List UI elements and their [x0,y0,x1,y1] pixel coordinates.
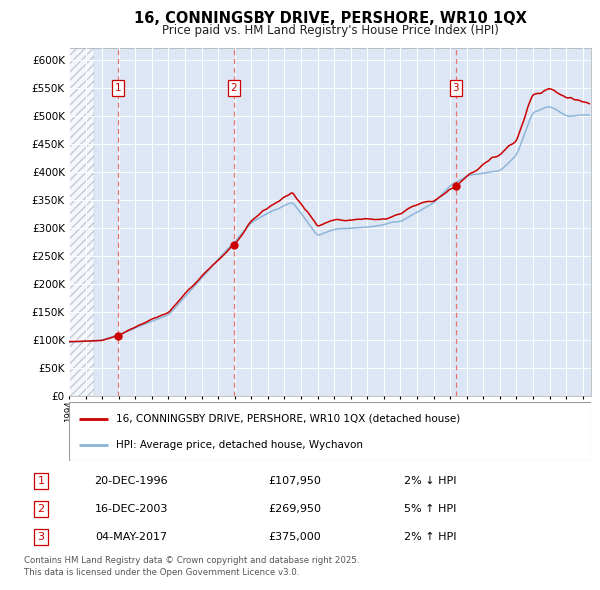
Text: 2: 2 [231,83,238,93]
Text: 2% ↑ HPI: 2% ↑ HPI [404,532,457,542]
Text: 3: 3 [452,83,459,93]
Text: 1: 1 [37,476,44,486]
Text: 16, CONNINGSBY DRIVE, PERSHORE, WR10 1QX (detached house): 16, CONNINGSBY DRIVE, PERSHORE, WR10 1QX… [116,414,460,424]
Text: 04-MAY-2017: 04-MAY-2017 [95,532,167,542]
Text: 2: 2 [37,504,44,514]
Text: £107,950: £107,950 [268,476,321,486]
Text: 3: 3 [37,532,44,542]
Text: Price paid vs. HM Land Registry's House Price Index (HPI): Price paid vs. HM Land Registry's House … [161,24,499,37]
Text: £269,950: £269,950 [268,504,321,514]
Text: 16-DEC-2003: 16-DEC-2003 [94,504,168,514]
Text: £375,000: £375,000 [268,532,321,542]
FancyBboxPatch shape [69,402,591,461]
Text: 5% ↑ HPI: 5% ↑ HPI [404,504,456,514]
Text: 1: 1 [115,83,121,93]
Bar [69,48,94,396]
Text: Contains HM Land Registry data © Crown copyright and database right 2025.
This d: Contains HM Land Registry data © Crown c… [24,556,359,576]
Text: 20-DEC-1996: 20-DEC-1996 [94,476,168,486]
Text: 2% ↓ HPI: 2% ↓ HPI [404,476,457,486]
Text: HPI: Average price, detached house, Wychavon: HPI: Average price, detached house, Wych… [116,440,363,450]
Text: 16, CONNINGSBY DRIVE, PERSHORE, WR10 1QX: 16, CONNINGSBY DRIVE, PERSHORE, WR10 1QX [134,11,526,25]
